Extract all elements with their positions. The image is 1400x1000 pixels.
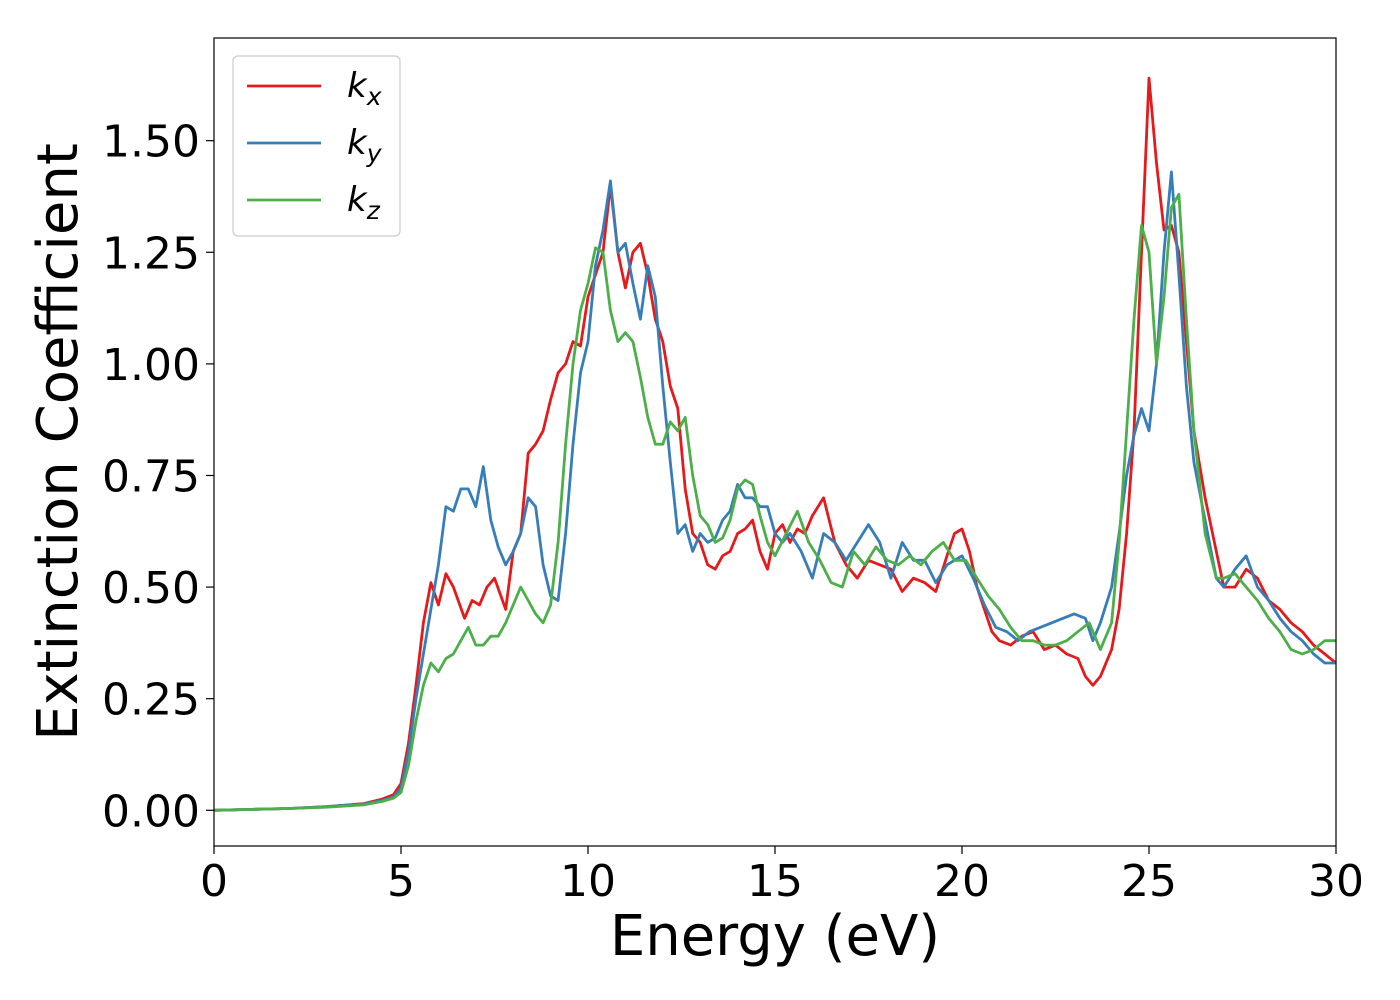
y-tick-label: 0.75 <box>102 451 200 502</box>
legend-frame <box>232 55 401 237</box>
y-tick-label: 0.50 <box>102 563 200 614</box>
x-tick-label: 20 <box>934 856 990 907</box>
x-tick-label: 30 <box>1308 856 1364 907</box>
x-tick-label: 0 <box>200 856 228 907</box>
y-tick-label: 1.50 <box>102 117 200 168</box>
x-tick-label: 10 <box>560 856 616 907</box>
x-tick-label: 5 <box>387 856 415 907</box>
y-tick-label: 0.00 <box>102 786 200 837</box>
y-axis-title: Extinction Coefficient <box>26 143 91 741</box>
x-axis-title: Energy (eV) <box>610 904 940 969</box>
x-axis: 0 5 10 15 20 25 30 <box>200 846 1364 907</box>
series-layer <box>214 76 1336 812</box>
series-line-ky <box>214 170 1336 812</box>
x-tick-label: 15 <box>747 856 803 907</box>
x-tick-label: 25 <box>1121 856 1177 907</box>
y-tick-label: 1.00 <box>102 340 200 391</box>
y-tick-label: 1.25 <box>102 228 200 279</box>
y-axis: 0.00 0.25 0.50 0.75 1.00 1.25 1.50 <box>102 117 214 837</box>
y-tick-label: 0.25 <box>102 675 200 726</box>
series-line-kz <box>214 192 1336 812</box>
